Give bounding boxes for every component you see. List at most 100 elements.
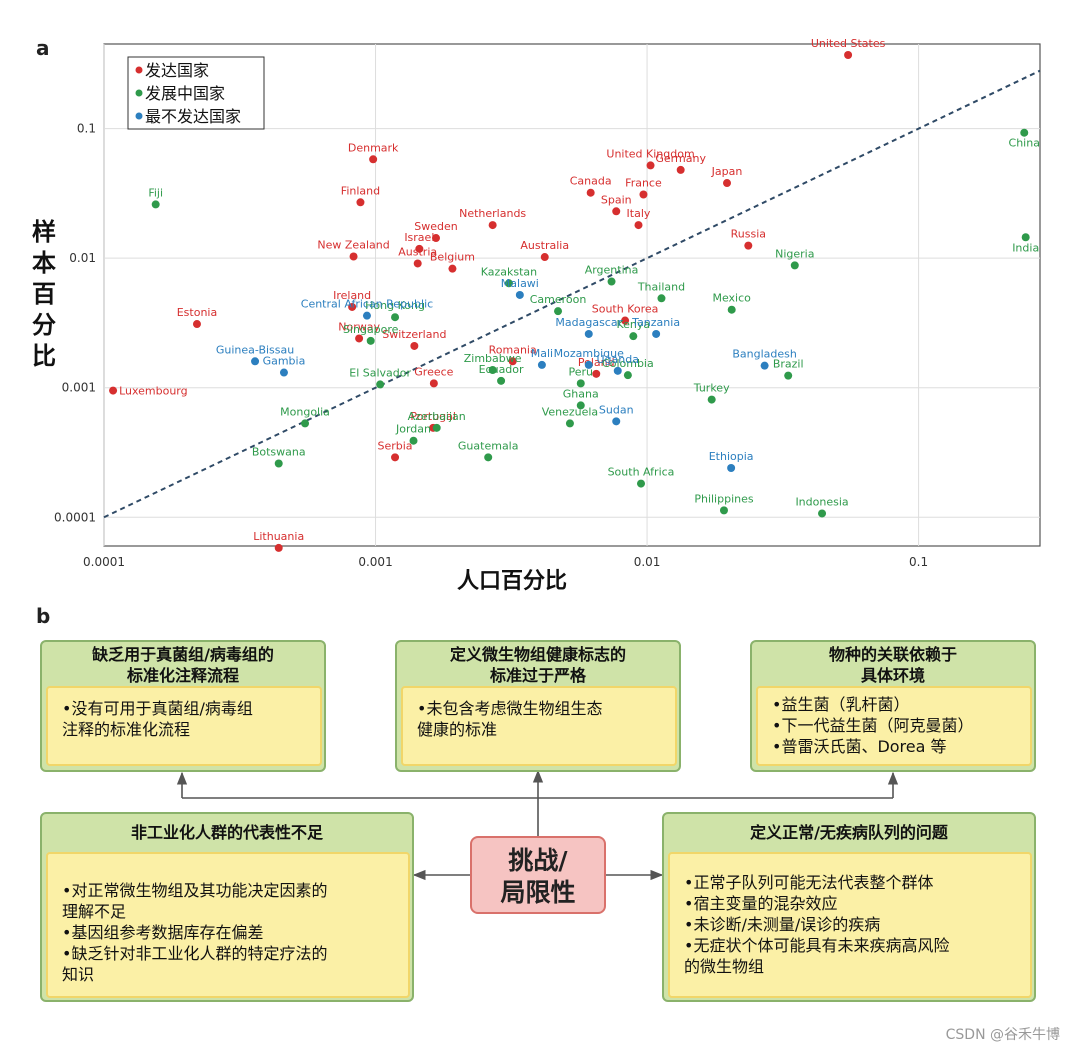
point-label: Mali xyxy=(531,347,553,360)
data-point xyxy=(637,479,646,488)
point-label: South Korea xyxy=(592,303,659,316)
point-label: South Africa xyxy=(608,466,675,479)
point-label: Mongolia xyxy=(280,405,330,418)
point-label: Venezuela xyxy=(542,405,599,418)
data-point xyxy=(652,329,661,338)
point-label: Mozambique xyxy=(554,347,624,360)
data-point xyxy=(1021,233,1030,242)
data-point xyxy=(376,380,385,389)
x-axis-label: 人口百分比 xyxy=(457,569,567,594)
point-label: Guatemala xyxy=(458,439,519,452)
point-label: China xyxy=(1009,137,1040,150)
data-point xyxy=(356,198,365,207)
point-label: Portugal xyxy=(410,410,456,423)
challenge-box-normal-cohort: 定义正常/无疾病队列的问题 •正常子队列可能无法代表整个群体 •宿主变量的混杂效… xyxy=(662,812,1036,1002)
point-label: Colombia xyxy=(602,357,654,370)
data-point xyxy=(274,459,283,468)
point-label: Japan xyxy=(711,165,743,178)
point-label: Peru xyxy=(569,365,594,378)
point-label: Italy xyxy=(627,207,651,220)
data-point xyxy=(432,423,441,432)
point-label: Estonia xyxy=(177,306,218,319)
point-label: Fiji xyxy=(148,186,163,199)
data-point xyxy=(362,311,371,320)
point-label: Botswana xyxy=(252,446,306,459)
point-label: Belgium xyxy=(430,251,475,264)
challenge-box-health-criteria: 定义微生物组健康标志的 标准过于严格 •未包含考虑微生物组生态 健康的标准 xyxy=(395,640,681,772)
data-point xyxy=(584,329,593,338)
point-label: United States xyxy=(811,37,886,50)
data-point xyxy=(413,259,422,268)
legend-label: 最不发达国家 xyxy=(145,107,241,126)
x-tick-label: 0.001 xyxy=(358,555,392,569)
point-label: Netherlands xyxy=(459,207,526,220)
point-label: Guinea-Bissau xyxy=(216,343,294,356)
legend-label: 发展中国家 xyxy=(145,84,225,103)
data-point xyxy=(369,155,378,164)
box-bullets: •未包含考虑微生物组生态 健康的标准 xyxy=(401,686,677,766)
panel-a-label: a xyxy=(36,36,50,60)
data-point xyxy=(409,436,418,445)
point-label: Luxembourg xyxy=(119,385,188,398)
data-point xyxy=(612,417,621,426)
data-point xyxy=(366,336,375,345)
point-label: Malawi xyxy=(501,277,539,290)
x-tick-label: 0.1 xyxy=(909,555,928,569)
data-point xyxy=(592,369,601,378)
data-point xyxy=(657,294,666,303)
point-label: Madagascar xyxy=(555,316,622,329)
point-label: Jordan xyxy=(395,423,431,436)
point-label: Uganda xyxy=(597,353,639,366)
point-label: Zimbabwe xyxy=(464,352,522,365)
data-point xyxy=(565,419,574,428)
data-point xyxy=(537,360,546,369)
point-label: Ecuador xyxy=(479,363,524,376)
point-label: Spain xyxy=(601,193,632,206)
data-point xyxy=(410,341,419,350)
point-label: El Salvador xyxy=(349,366,411,379)
point-label: Switzerland xyxy=(382,328,446,341)
y-axis-label-char: 样 xyxy=(32,218,56,246)
point-label: Nigeria xyxy=(775,247,814,260)
data-point xyxy=(488,221,497,230)
data-point xyxy=(612,207,621,216)
y-tick-label: 0.01 xyxy=(69,251,96,265)
data-point xyxy=(251,357,260,366)
data-point xyxy=(790,261,799,270)
point-label: Indonesia xyxy=(795,495,848,508)
box-title: 定义微生物组健康标志的 标准过于严格 xyxy=(449,645,626,685)
data-point xyxy=(576,379,585,388)
box-bullets: •益生菌（乳杆菌） •下一代益生菌（阿克曼菌） •普雷沃氏菌、Dorea 等 xyxy=(756,686,1032,766)
data-point xyxy=(151,200,160,209)
point-label: Azerbaijan xyxy=(408,410,466,423)
data-point xyxy=(192,320,201,329)
point-label: Greece xyxy=(414,365,453,378)
y-axis-label-char: 比 xyxy=(32,342,56,370)
data-point xyxy=(355,334,364,343)
data-point xyxy=(723,179,732,188)
point-label: Central African Republic xyxy=(301,298,433,311)
point-label: Ethiopia xyxy=(709,450,754,463)
data-point xyxy=(818,509,827,518)
point-label: Bangladesh xyxy=(732,348,797,361)
point-label: Argentina xyxy=(585,264,639,277)
x-tick-label: 0.01 xyxy=(634,555,661,569)
data-point xyxy=(109,386,118,395)
data-point xyxy=(584,360,593,369)
data-point xyxy=(844,51,853,60)
data-point xyxy=(432,234,441,243)
data-point xyxy=(719,506,728,515)
data-point xyxy=(301,419,310,428)
data-point xyxy=(623,371,632,380)
point-label: Sudan xyxy=(599,403,634,416)
challenge-box-context: 物种的关联依赖于 具体环境 •益生菌（乳杆菌） •下一代益生菌（阿克曼菌） •普… xyxy=(750,640,1036,772)
point-label: Lithuania xyxy=(253,530,304,543)
point-label: Germany xyxy=(655,152,706,165)
y-tick-label: 0.1 xyxy=(77,122,96,136)
y-axis-label-char: 本 xyxy=(32,249,56,277)
data-point xyxy=(349,252,358,261)
point-label: Kazakstan xyxy=(481,265,537,278)
point-label: Brazil xyxy=(773,358,804,371)
point-label: France xyxy=(625,177,662,190)
point-label: Tanzania xyxy=(631,316,680,329)
